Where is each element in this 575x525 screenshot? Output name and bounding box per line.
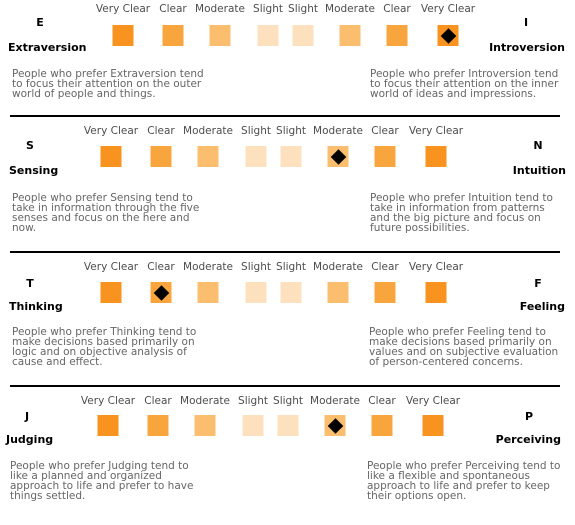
scale-square	[100, 146, 122, 167]
scale-square	[197, 282, 219, 303]
scale-square	[425, 146, 447, 167]
scale-square	[97, 415, 119, 436]
scale-label: Clear	[371, 261, 399, 273]
scale-label: Slight	[253, 3, 283, 15]
left-preference-name: Judging	[6, 433, 54, 446]
scale-square	[425, 282, 447, 303]
right-description: People who prefer Introversion tend to f…	[370, 68, 559, 100]
section-divider	[10, 115, 560, 117]
scale-label: Moderate	[195, 3, 245, 15]
scale-label: Moderate	[180, 395, 230, 407]
section-divider	[10, 385, 560, 387]
scale-label: Very Clear	[83, 261, 139, 273]
scale-square	[374, 282, 396, 303]
scale-square	[422, 415, 444, 436]
left-description: People who prefer Judging tend to like a…	[10, 460, 194, 502]
scale-label: Slight	[276, 125, 306, 137]
scale-label: Moderate	[310, 395, 360, 407]
scale-square	[324, 415, 346, 436]
selected-marker-icon	[327, 417, 343, 434]
selected-marker-icon	[440, 27, 456, 44]
scale-label: Moderate	[325, 3, 375, 15]
left-description: People who prefer Sensing tend to take i…	[12, 192, 200, 234]
scale-label: Moderate	[313, 261, 363, 273]
scale-label: Very Clear	[408, 125, 464, 137]
selected-marker-icon	[330, 148, 346, 165]
right-preference-name: Intuition	[512, 164, 566, 177]
left-preference-name: Thinking	[9, 300, 63, 313]
scale-label: Moderate	[313, 125, 363, 137]
left-letter: T	[26, 277, 34, 290]
scale-square	[162, 25, 184, 46]
right-preference-name: Feeling	[519, 300, 565, 313]
scale-label: Very Clear	[83, 125, 139, 137]
scale-square	[292, 25, 314, 46]
scale-square	[280, 146, 302, 167]
scale-label: Moderate	[183, 261, 233, 273]
right-preference-name: Introversion	[489, 41, 565, 54]
scale-square	[386, 25, 408, 46]
scale-label: Very Clear	[95, 3, 151, 15]
scale-label: Moderate	[183, 125, 233, 137]
scale-label: Slight	[241, 261, 271, 273]
right-letter: I	[523, 16, 529, 29]
left-preference-name: Extraversion	[8, 41, 87, 54]
scale-square	[245, 146, 267, 167]
right-description: People who prefer Feeling tend to make d…	[369, 326, 559, 368]
right-letter: N	[533, 139, 543, 152]
scale-square	[112, 25, 134, 46]
scale-square	[327, 282, 349, 303]
scale-label: Clear	[371, 125, 399, 137]
left-letter: S	[26, 139, 34, 152]
scale-square	[277, 415, 299, 436]
scale-label: Very Clear	[405, 395, 461, 407]
left-letter: E	[36, 16, 44, 29]
selected-marker-icon	[153, 284, 169, 301]
scale-square	[437, 25, 459, 46]
scale-label: Slight	[288, 3, 318, 15]
scale-square	[257, 25, 279, 46]
right-letter: P	[524, 410, 534, 423]
scale-label: Slight	[273, 395, 303, 407]
scale-square	[100, 282, 122, 303]
scale-square	[339, 25, 361, 46]
scale-label: Very Clear	[80, 395, 136, 407]
right-description: People who prefer Perceiving tend to lik…	[367, 460, 561, 502]
scale-label: Slight	[241, 125, 271, 137]
scale-square	[327, 146, 349, 167]
scale-label: Very Clear	[408, 261, 464, 273]
section-divider	[10, 251, 560, 253]
scale-label: Slight	[238, 395, 268, 407]
scale-square	[197, 146, 219, 167]
scale-square	[147, 415, 169, 436]
scale-square	[150, 282, 172, 303]
scale-square	[209, 25, 231, 46]
scale-label: Very Clear	[420, 3, 476, 15]
right-description: People who prefer Intuition tend to take…	[370, 192, 553, 234]
scale-square	[371, 415, 393, 436]
left-letter: J	[24, 410, 30, 423]
right-preference-name: Perceiving	[495, 433, 561, 446]
scale-label: Clear	[368, 395, 396, 407]
right-letter: F	[534, 277, 542, 290]
left-description: People who prefer Extraversion tend to f…	[12, 68, 204, 100]
scale-square	[150, 146, 172, 167]
left-description: People who prefer Thinking tend to make …	[12, 326, 197, 368]
scale-square	[194, 415, 216, 436]
scale-label: Clear	[147, 261, 175, 273]
scale-square	[242, 415, 264, 436]
scale-square	[374, 146, 396, 167]
scale-square	[280, 282, 302, 303]
scale-label: Clear	[144, 395, 172, 407]
scale-label: Slight	[276, 261, 306, 273]
scale-square	[245, 282, 267, 303]
scale-label: Clear	[159, 3, 187, 15]
left-preference-name: Sensing	[9, 164, 59, 177]
scale-label: Clear	[147, 125, 175, 137]
scale-label: Clear	[383, 3, 411, 15]
